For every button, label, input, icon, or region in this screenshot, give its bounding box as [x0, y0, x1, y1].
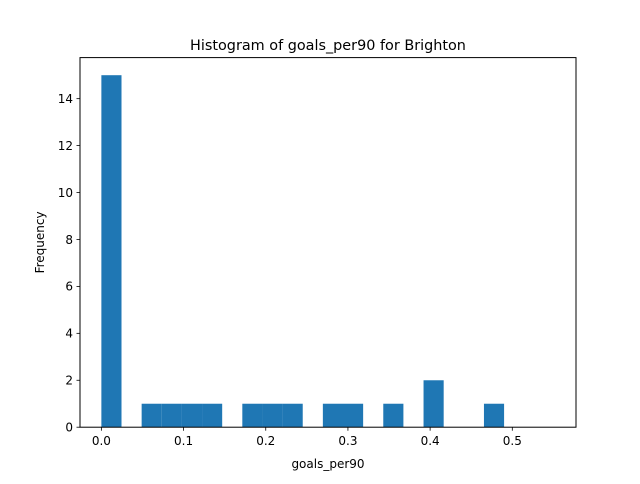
histogram-bar-6 [262, 403, 283, 428]
histogram-bar-8 [322, 403, 343, 428]
x-tick-label: 0.0 [92, 434, 111, 448]
x-axis-ticks: 0.0 0.1 0.2 0.3 0.4 0.5 [92, 427, 522, 448]
plot-frame [79, 57, 577, 428]
histogram-bar-5 [242, 403, 263, 428]
x-tick-label: 0.4 [421, 434, 440, 448]
y-axis-ticks: 0 2 4 6 8 10 12 14 [58, 92, 80, 435]
y-tick-label: 2 [65, 374, 73, 388]
histogram-bar-2 [161, 403, 182, 428]
y-tick-label: 10 [58, 186, 73, 200]
bars-group [101, 75, 505, 428]
y-axis-label: Frequency [33, 211, 47, 273]
x-tick-label: 0.1 [174, 434, 193, 448]
histogram-bar-4 [202, 403, 223, 428]
histogram-bar-10 [383, 403, 404, 428]
x-tick-label: 0.2 [256, 434, 275, 448]
histogram-bar-7 [282, 403, 303, 428]
histogram-bar-12 [483, 403, 505, 428]
y-tick-label: 0 [65, 421, 73, 435]
y-tick-label: 4 [65, 327, 73, 341]
y-tick-label: 8 [65, 233, 73, 247]
y-tick-label: 12 [58, 139, 73, 153]
x-tick-label: 0.3 [338, 434, 357, 448]
histogram-bar-1 [141, 403, 162, 428]
y-tick-label: 14 [58, 92, 73, 106]
histogram-bar-3 [181, 403, 203, 428]
histogram-bar-11 [423, 380, 444, 428]
histogram-bar-9 [342, 403, 364, 428]
histogram-bar-0 [101, 75, 122, 428]
chart-title: Histogram of goals_per90 for Brighton [190, 38, 466, 54]
x-tick-label: 0.5 [503, 434, 522, 448]
x-axis-label: goals_per90 [291, 457, 364, 471]
y-tick-label: 6 [65, 280, 73, 294]
